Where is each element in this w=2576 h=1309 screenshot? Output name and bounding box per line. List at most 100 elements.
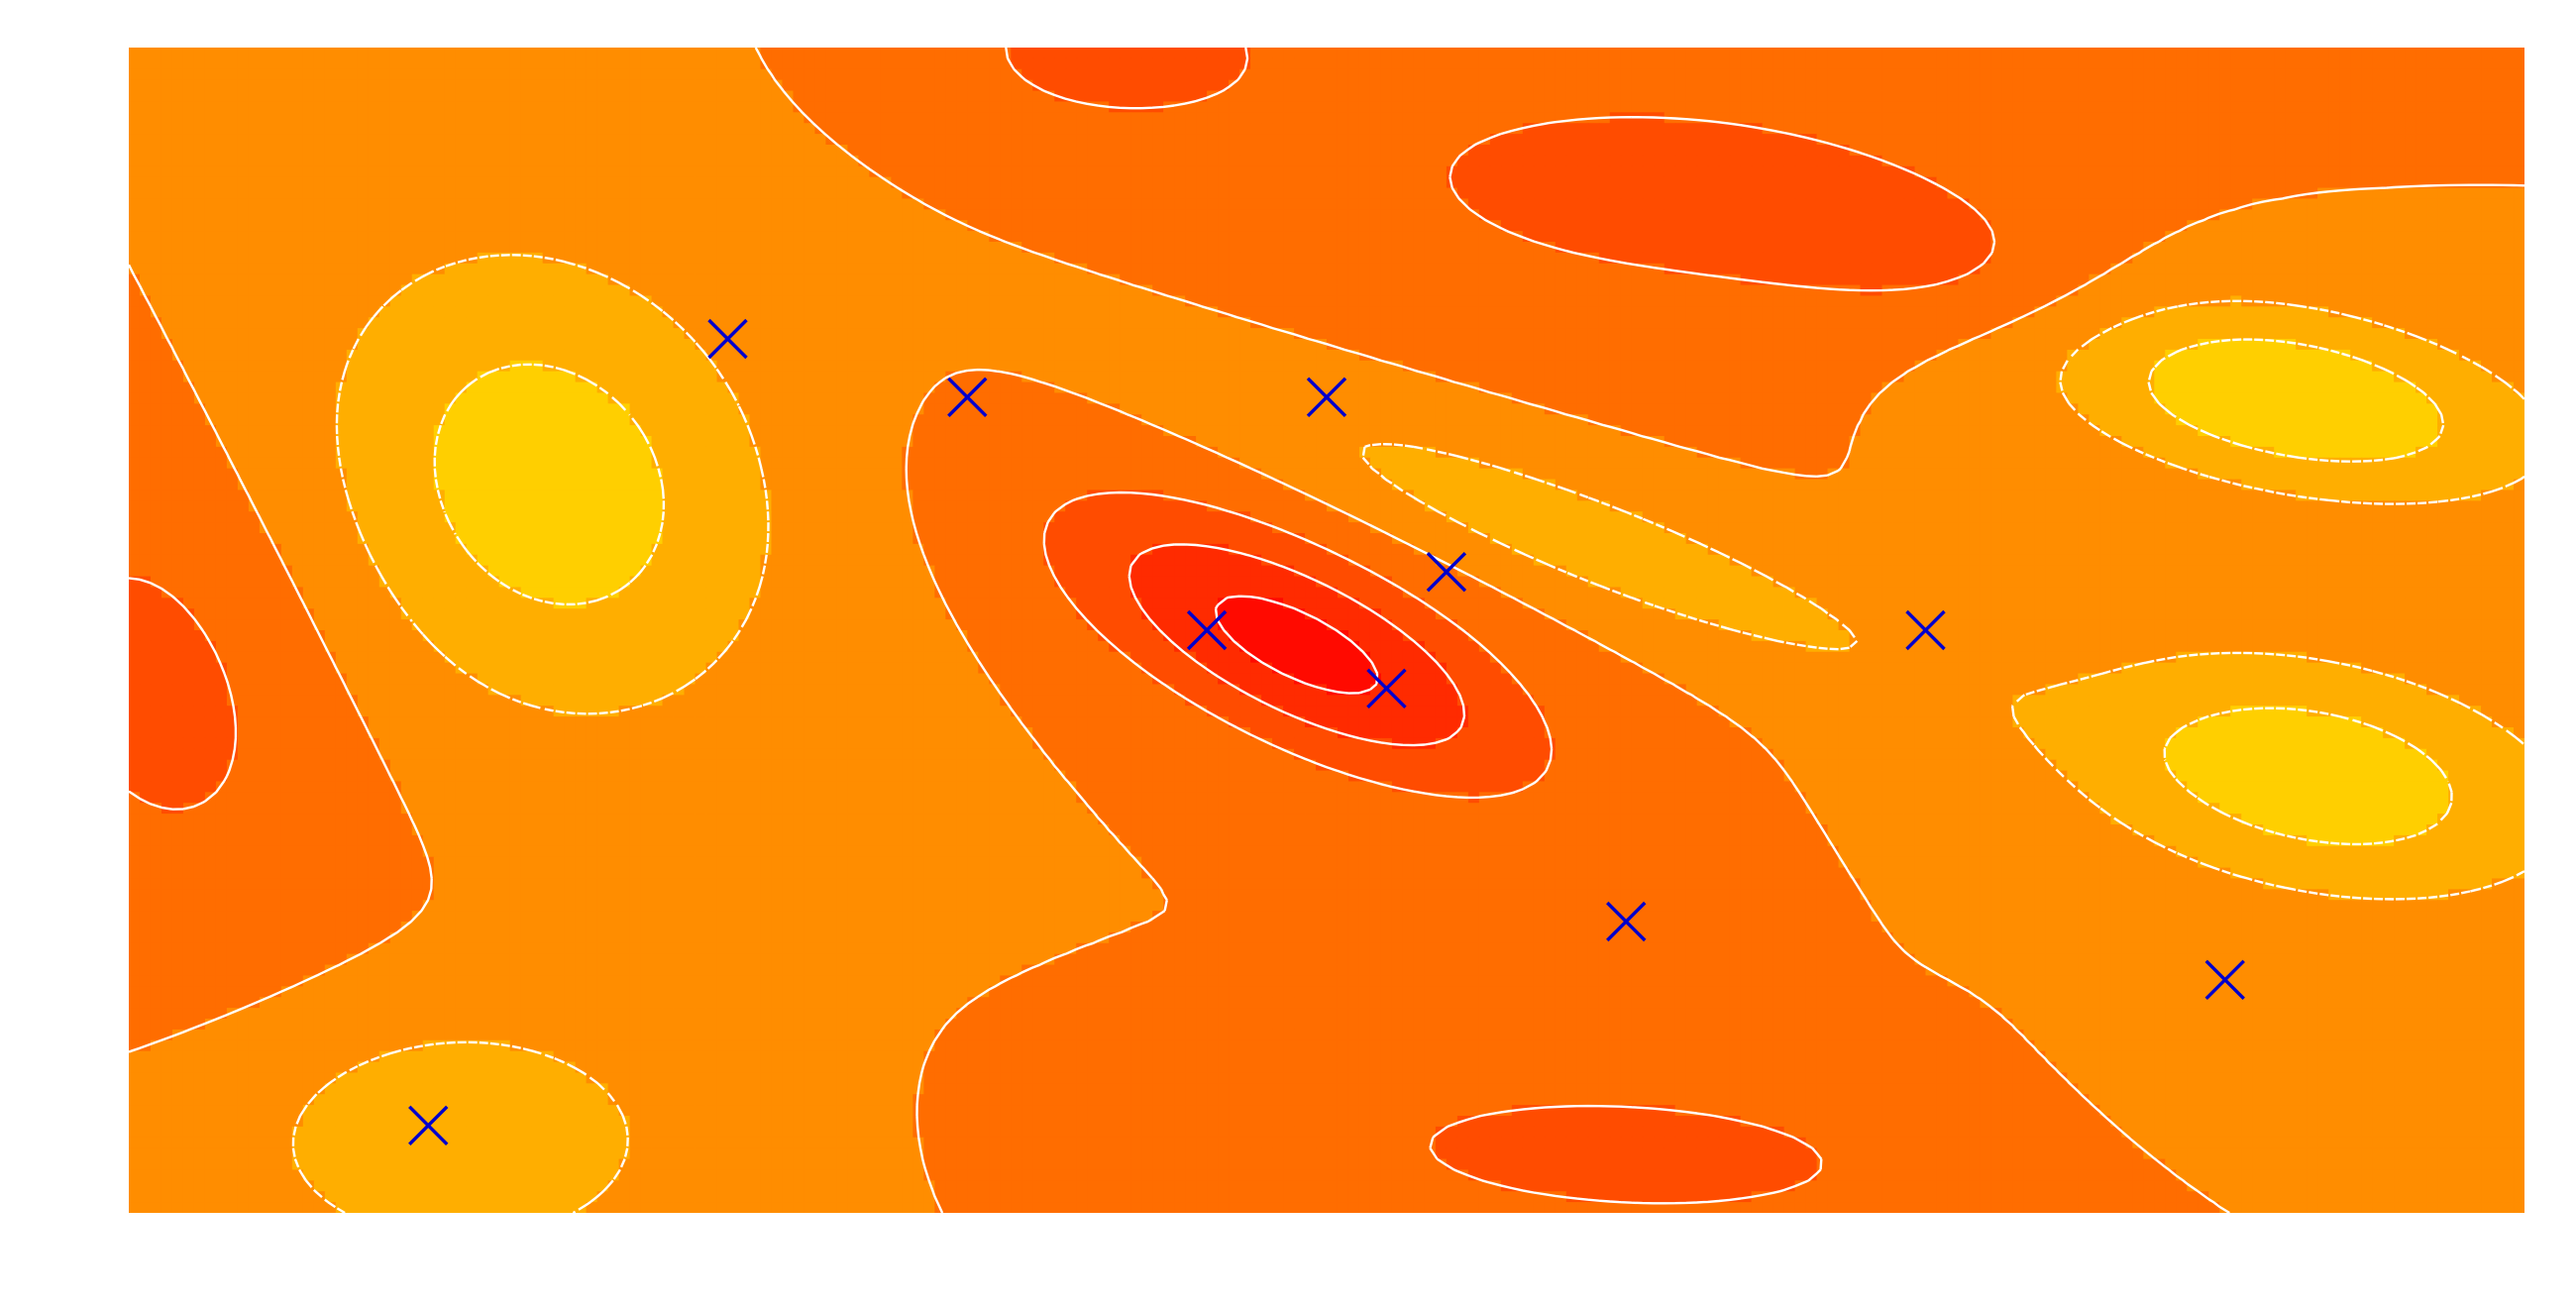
contour-cell bbox=[1414, 48, 1426, 59]
contour-cell bbox=[216, 48, 228, 59]
contour-cell bbox=[804, 285, 815, 297]
contour-cell bbox=[2165, 198, 2177, 210]
contour-cell bbox=[1021, 134, 1033, 146]
contour-cell bbox=[2023, 220, 2035, 232]
contour-cell bbox=[793, 166, 805, 178]
contour-cell bbox=[1872, 253, 1883, 265]
contour-cell bbox=[945, 134, 957, 146]
contour-cell bbox=[1817, 198, 1829, 210]
contour-cell bbox=[1272, 58, 1284, 70]
contour-cell bbox=[706, 231, 718, 243]
contour-cell bbox=[1730, 156, 1742, 167]
contour-cell bbox=[347, 112, 359, 124]
contour-cell bbox=[1021, 264, 1033, 275]
contour-cell bbox=[565, 285, 577, 297]
contour-cell bbox=[347, 209, 359, 221]
contour-cell bbox=[216, 80, 228, 92]
contour-cell bbox=[2426, 242, 2438, 254]
contour-cell bbox=[1381, 242, 1393, 254]
contour-cell bbox=[2252, 123, 2264, 135]
contour-cell bbox=[1675, 145, 1687, 157]
contour-cell bbox=[2481, 112, 2493, 124]
contour-cell bbox=[1990, 123, 2002, 135]
contour-cell bbox=[891, 134, 903, 146]
contour-cell bbox=[2089, 253, 2100, 265]
contour-cell bbox=[2110, 101, 2122, 113]
contour-cell bbox=[1980, 101, 1991, 113]
contour-cell bbox=[1305, 285, 1317, 297]
contour-cell bbox=[912, 69, 924, 81]
contour-cell bbox=[989, 198, 1001, 210]
contour-cell bbox=[151, 101, 162, 113]
contour-cell bbox=[1250, 285, 1262, 297]
contour-cell bbox=[2198, 242, 2209, 254]
contour-cell bbox=[1872, 198, 1883, 210]
contour-cell bbox=[1098, 80, 1110, 92]
contour-cell bbox=[2208, 134, 2220, 146]
contour-cell bbox=[597, 253, 609, 265]
contour-cell bbox=[227, 220, 239, 232]
contour-cell bbox=[1523, 285, 1535, 297]
contour-cell bbox=[2012, 48, 2024, 59]
contour-cell bbox=[1207, 123, 1219, 135]
contour-cell bbox=[2143, 177, 2155, 189]
contour-cell bbox=[967, 242, 979, 254]
contour-cell bbox=[1512, 166, 1524, 178]
contour-cell bbox=[2219, 274, 2231, 286]
contour-cell bbox=[543, 264, 555, 275]
contour-cell bbox=[456, 209, 468, 221]
contour-cell bbox=[2099, 253, 2111, 265]
contour-cell bbox=[194, 264, 206, 275]
contour-cell bbox=[1447, 274, 1458, 286]
contour-cell bbox=[2328, 48, 2340, 59]
contour-cell bbox=[1272, 156, 1284, 167]
contour-cell bbox=[2514, 69, 2525, 81]
contour-cell bbox=[2263, 264, 2275, 275]
contour-cell bbox=[1011, 123, 1022, 135]
contour-cell bbox=[1719, 91, 1731, 103]
contour-cell bbox=[706, 177, 718, 189]
contour-cell bbox=[2034, 156, 2046, 167]
contour-cell bbox=[825, 220, 837, 232]
contour-cell bbox=[1719, 48, 1731, 59]
contour-cell bbox=[467, 188, 479, 200]
contour-cell bbox=[1926, 231, 1938, 243]
contour-cell bbox=[140, 58, 152, 70]
contour-cell bbox=[597, 209, 609, 221]
contour-cell bbox=[2459, 58, 2471, 70]
contour-cell bbox=[608, 177, 620, 189]
contour-cell bbox=[325, 166, 337, 178]
contour-cell bbox=[685, 188, 697, 200]
contour-cell bbox=[1348, 134, 1360, 146]
contour-cell bbox=[2350, 177, 2362, 189]
contour-cell bbox=[1239, 188, 1251, 200]
contour-cell bbox=[2405, 198, 2416, 210]
contour-cell bbox=[1294, 220, 1306, 232]
contour-cell bbox=[1294, 48, 1306, 59]
contour-cell bbox=[2089, 80, 2100, 92]
contour-cell bbox=[358, 264, 370, 275]
contour-cell bbox=[1861, 134, 1873, 146]
contour-cell bbox=[1784, 198, 1796, 210]
contour-cell bbox=[2285, 58, 2297, 70]
contour-cell bbox=[1990, 188, 2002, 200]
contour-cell bbox=[358, 123, 370, 135]
contour-cell bbox=[652, 177, 664, 189]
contour-cell bbox=[543, 48, 555, 59]
contour-cell bbox=[2405, 231, 2416, 243]
contour-cell bbox=[771, 48, 783, 59]
contour-cell bbox=[738, 209, 750, 221]
contour-cell bbox=[1381, 177, 1393, 189]
contour-cell bbox=[1904, 123, 1916, 135]
contour-cell bbox=[2285, 134, 2297, 146]
contour-cell bbox=[1305, 188, 1317, 200]
contour-cell bbox=[1893, 69, 1905, 81]
contour-cell bbox=[510, 274, 522, 286]
contour-cell bbox=[576, 69, 588, 81]
contour-cell bbox=[1577, 220, 1589, 232]
contour-cell bbox=[1882, 188, 1894, 200]
contour-cell bbox=[336, 156, 348, 167]
contour-cell bbox=[260, 101, 271, 113]
contour-cell bbox=[238, 91, 250, 103]
contour-cell bbox=[674, 166, 686, 178]
